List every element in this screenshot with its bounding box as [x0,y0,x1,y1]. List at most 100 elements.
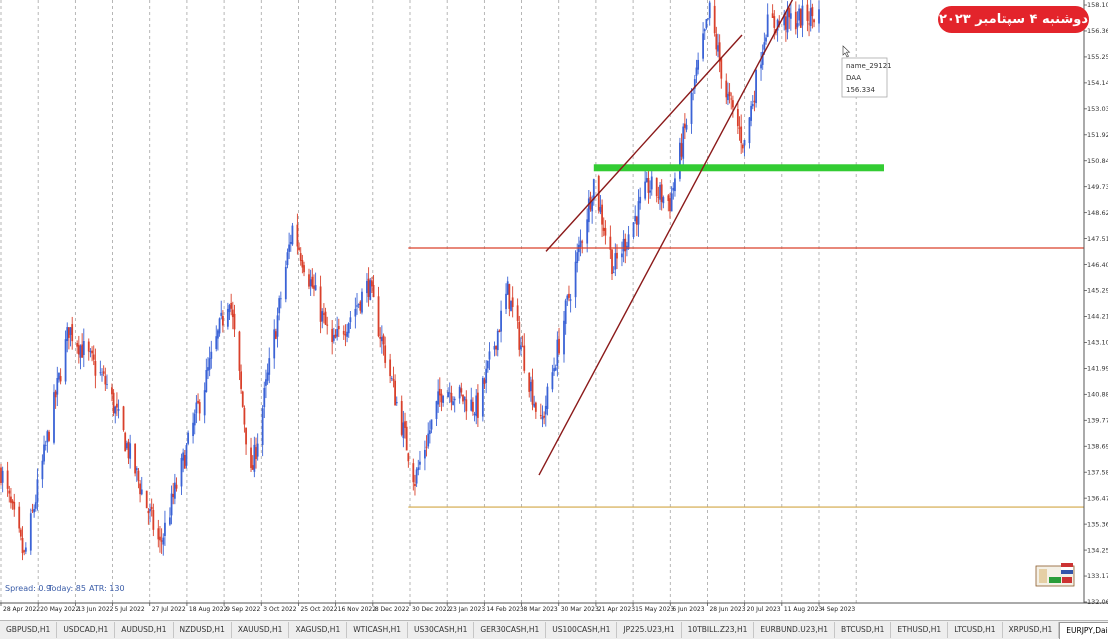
candle-body [609,236,612,250]
tab-usdcad-h1[interactable]: USDCAD,H1 [57,622,116,638]
candle-body [129,443,132,459]
tooltip-daa: DAA [846,74,861,82]
tab-xauusd-h1[interactable]: XAUUSD,H1 [232,622,290,638]
x-tick-label: 15 May 2023 [635,606,674,613]
candle-body [680,143,683,157]
candle-body [521,346,524,348]
candle-body [135,468,138,471]
candle-body [102,371,105,374]
tooltip-name: name_29121 [846,62,892,70]
tab-10tbill-z23-h1[interactable]: 10TBILL.Z23,H1 [682,622,755,638]
tab-eurjpy-daily[interactable]: EURJPY,Daily [1059,621,1108,639]
tab-jp225-u23-h1[interactable]: JP225.U23,H1 [617,622,682,638]
candle-body [529,381,532,392]
candle-body [139,483,141,495]
tab-xagusd-h1[interactable]: XAGUSD,H1 [289,622,348,638]
tab-wticash-h1[interactable]: WTICASH,H1 [347,622,409,638]
candle-body [523,345,526,371]
candle-body [511,297,514,308]
candle-body [808,23,810,25]
candle-body [394,380,396,406]
tab-audusd-h1[interactable]: AUDUSD,H1 [115,622,174,638]
candle-body [534,402,537,412]
candle-body [114,406,117,414]
candle-body [475,395,478,417]
date-badge: دوشنبه ۴ سپتامبر ۲۰۲۳ [938,6,1089,33]
candle-body [344,334,347,336]
candle-body [591,201,594,212]
candle-body [738,127,741,129]
candle-body [150,506,153,510]
candle-body [89,351,92,353]
candle-body [173,482,176,499]
candle-body [765,37,767,42]
candle-body [672,187,675,191]
candle-body [616,252,618,259]
candle-body [175,484,178,489]
tab-ethusd-h1[interactable]: ETHUSD,H1 [891,622,949,638]
candle-body [185,445,188,466]
candle-body [558,338,560,354]
flags-icon[interactable] [1035,563,1075,587]
candle-body [753,100,756,103]
candle-body [354,308,357,317]
candle-body [424,449,426,459]
status-readout: Spread: 0.9 Today: 85 ATR: 130 [5,584,125,593]
candle-body [450,392,453,403]
candle-body [794,11,797,30]
candle-body [718,42,721,62]
candle-body [149,508,151,512]
candle-body [655,177,658,197]
candle-body [367,278,370,297]
candle-body [743,139,746,146]
x-tick-label: 18 Aug 2022 [189,606,228,613]
y-tick-label: 158.100 [1087,1,1108,9]
candle-body [233,313,236,330]
candle-body [508,284,511,309]
candle-body [531,379,534,405]
candle-body [336,329,339,337]
candle-body [101,374,103,376]
y-tick-label: 144.210 [1087,313,1108,321]
candle-body [763,42,766,50]
candle-body [64,339,67,382]
candle-body [230,302,233,309]
candle-body [493,346,496,350]
tab-eurbund-u23-h1[interactable]: EURBUND.U23,H1 [754,622,836,638]
candle-body [172,493,175,498]
symbol-tab-bar: GBPUSD,H1 USDCAD,H1 AUDUSD,H1 NZDUSD,H1 XAUU… [0,620,1108,639]
candle-body [546,386,549,410]
tab-us30cash-h1[interactable]: US30CASH,H1 [408,622,475,638]
channel-lower-line [538,0,794,476]
candle-body [437,391,440,405]
tab-btcusd-h1[interactable]: BTCUSD,H1 [835,622,892,638]
candle-body [1,470,4,483]
candle-body [495,345,498,350]
candle-body [371,280,373,287]
candle-body [207,367,209,371]
y-tick-label: 135.360 [1087,520,1108,528]
candle-body [472,401,474,412]
candle-body [539,415,542,417]
candle-body [331,328,334,343]
tab-gbpusd-h1[interactable]: GBPUSD,H1 [0,622,58,638]
tab-xrpusd-h1[interactable]: XRPUSD,H1 [1003,622,1060,638]
tab-nzdusd-h1[interactable]: NZDUSD,H1 [174,622,232,638]
candle-body [332,335,335,341]
y-tick-label: 156.360 [1087,27,1108,35]
candle-body [766,14,769,37]
tab-ger30cash-h1[interactable]: GER30CASH,H1 [474,622,547,638]
candle-body [784,16,787,30]
tab-us100cash-h1[interactable]: US100CASH,H1 [546,622,618,638]
x-tick-label: 20 May 2022 [40,606,79,613]
candle-body [322,313,325,315]
candle-body [82,341,85,356]
x-tick-label: 4 Sep 2023 [821,606,855,613]
candle-body [19,529,22,537]
tab-ltcusd-h1[interactable]: LTCUSD,H1 [948,622,1003,638]
candle-body [326,324,329,326]
candle-body [428,430,431,435]
candle-body [111,387,113,395]
candle-body [66,327,69,341]
